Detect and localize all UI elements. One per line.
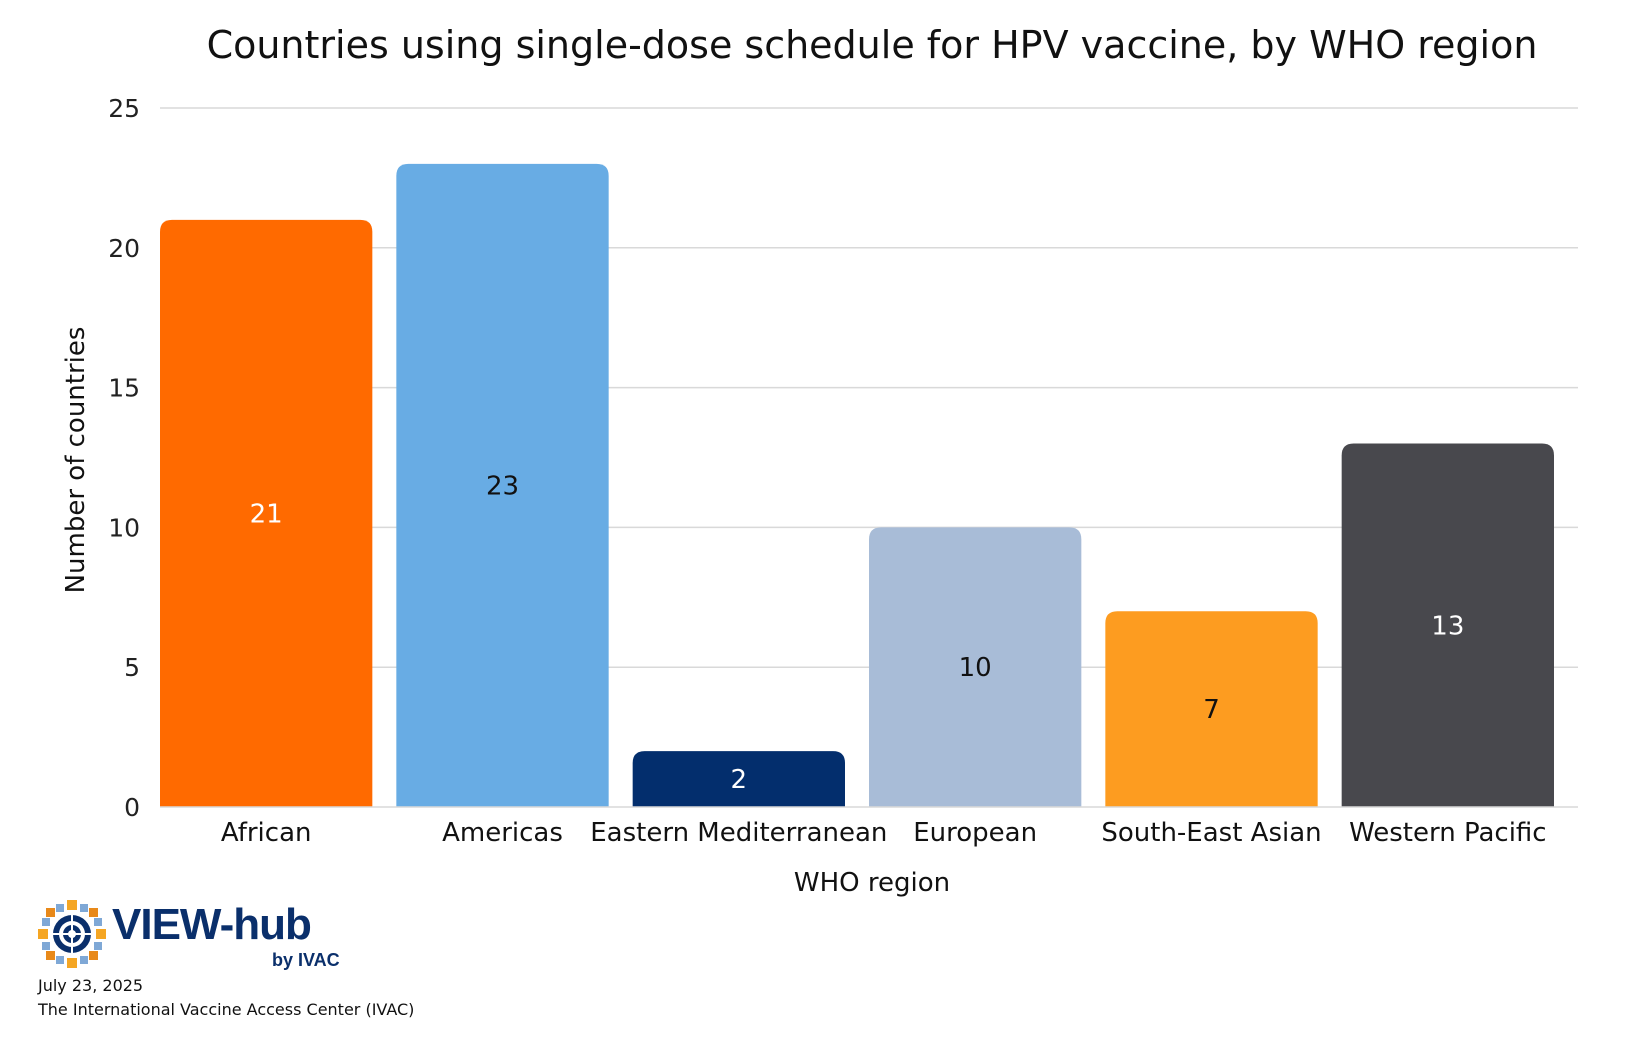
bars: [160, 163, 1554, 808]
bar-african: [160, 219, 373, 808]
footer-source: The International Vaccine Access Center …: [38, 1000, 415, 1019]
bar-european: [869, 527, 1082, 807]
bar-western-pacific: [1341, 443, 1554, 807]
data-label: 10: [959, 653, 992, 683]
y-tick-label: 20: [108, 234, 140, 263]
bar-americas: [396, 163, 609, 808]
data-label: 2: [731, 765, 748, 795]
x-tick-label: European: [913, 818, 1037, 848]
x-axis-categories: African Americas Eastern Mediterranean Euro…: [221, 818, 1547, 848]
footer-date: July 23, 2025: [38, 976, 144, 995]
logo-wordmark: VIEW-hub: [112, 900, 312, 949]
x-tick-label: African: [221, 818, 312, 848]
x-tick-label: Western Pacific: [1349, 818, 1547, 848]
y-tick-label: 0: [124, 793, 140, 822]
logo-subtitle: by IVAC: [272, 950, 340, 970]
x-tick-label: South-East Asian: [1101, 818, 1321, 848]
view-hub-emblem-icon: [38, 900, 106, 968]
data-label: 7: [1203, 695, 1220, 725]
y-tick-label: 5: [124, 653, 140, 682]
chart-title: Countries using single-dose schedule for…: [207, 23, 1538, 67]
y-axis-title: Number of countries: [61, 327, 91, 594]
x-axis-title: WHO region: [794, 868, 950, 898]
data-label: 13: [1431, 611, 1464, 641]
data-label: 21: [250, 499, 283, 529]
y-tick-label: 25: [108, 94, 140, 123]
data-label: 23: [486, 471, 519, 501]
y-tick-label: 15: [108, 374, 140, 403]
x-tick-label: Americas: [442, 818, 563, 848]
y-tick-label: 10: [108, 513, 140, 542]
data-labels: 21 23 2 10 7 13: [250, 471, 1465, 795]
x-tick-label: Eastern Mediterranean: [590, 818, 887, 848]
y-axis-ticks: 0 5 10 15 20 25: [108, 94, 140, 822]
view-hub-logo: VIEW-hub by IVAC: [36, 898, 356, 970]
bar-south-east-asian: [1105, 611, 1318, 807]
bar-eastern-mediterranean: [632, 751, 845, 807]
